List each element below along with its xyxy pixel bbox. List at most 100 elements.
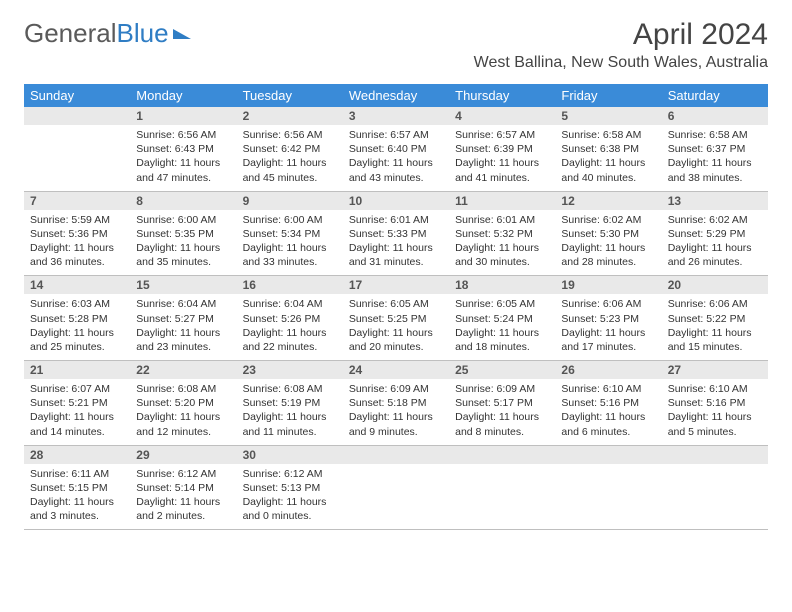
day-info: Sunrise: 6:58 AMSunset: 6:37 PMDaylight:… (662, 125, 768, 191)
day-info: Sunrise: 6:01 AMSunset: 5:33 PMDaylight:… (343, 210, 449, 276)
day-dl2: and 25 minutes. (30, 340, 124, 354)
day-ss: Sunset: 5:24 PM (455, 312, 549, 326)
day-number: 12 (555, 192, 661, 210)
weekday-header: Thursday (449, 84, 555, 107)
calendar-cell: 13Sunrise: 6:02 AMSunset: 5:29 PMDayligh… (662, 191, 768, 276)
day-dl2: and 33 minutes. (243, 255, 337, 269)
day-dl1: Daylight: 11 hours (668, 410, 762, 424)
day-dl2: and 28 minutes. (561, 255, 655, 269)
day-dl2: and 9 minutes. (349, 425, 443, 439)
day-sr: Sunrise: 6:09 AM (349, 382, 443, 396)
day-dl2: and 31 minutes. (349, 255, 443, 269)
day-ss: Sunset: 5:23 PM (561, 312, 655, 326)
day-dl1: Daylight: 11 hours (30, 326, 124, 340)
day-number: 23 (237, 361, 343, 379)
day-sr: Sunrise: 6:07 AM (30, 382, 124, 396)
day-number: 1 (130, 107, 236, 125)
day-number: 10 (343, 192, 449, 210)
calendar-cell: 27Sunrise: 6:10 AMSunset: 5:16 PMDayligh… (662, 361, 768, 446)
day-info: Sunrise: 6:00 AMSunset: 5:35 PMDaylight:… (130, 210, 236, 276)
day-info: Sunrise: 6:04 AMSunset: 5:27 PMDaylight:… (130, 294, 236, 360)
calendar-cell: 30Sunrise: 6:12 AMSunset: 5:13 PMDayligh… (237, 445, 343, 530)
day-ss: Sunset: 5:30 PM (561, 227, 655, 241)
day-dl2: and 8 minutes. (455, 425, 549, 439)
calendar-cell: 20Sunrise: 6:06 AMSunset: 5:22 PMDayligh… (662, 276, 768, 361)
day-sr: Sunrise: 6:56 AM (243, 128, 337, 142)
day-number: 4 (449, 107, 555, 125)
day-sr: Sunrise: 6:03 AM (30, 297, 124, 311)
day-dl2: and 23 minutes. (136, 340, 230, 354)
day-sr: Sunrise: 6:58 AM (561, 128, 655, 142)
day-dl2: and 38 minutes. (668, 171, 762, 185)
day-number: 16 (237, 276, 343, 294)
day-dl1: Daylight: 11 hours (668, 156, 762, 170)
day-dl1: Daylight: 11 hours (349, 410, 443, 424)
day-dl1: Daylight: 11 hours (561, 326, 655, 340)
day-sr: Sunrise: 5:59 AM (30, 213, 124, 227)
day-dl1: Daylight: 11 hours (243, 156, 337, 170)
day-info: Sunrise: 6:08 AMSunset: 5:19 PMDaylight:… (237, 379, 343, 445)
day-info: Sunrise: 6:09 AMSunset: 5:17 PMDaylight:… (449, 379, 555, 445)
day-number: 20 (662, 276, 768, 294)
day-number: 28 (24, 446, 130, 464)
day-dl2: and 40 minutes. (561, 171, 655, 185)
day-dl2: and 41 minutes. (455, 171, 549, 185)
calendar-cell: 12Sunrise: 6:02 AMSunset: 5:30 PMDayligh… (555, 191, 661, 276)
day-ss: Sunset: 5:13 PM (243, 481, 337, 495)
day-sr: Sunrise: 6:04 AM (136, 297, 230, 311)
day-sr: Sunrise: 6:57 AM (455, 128, 549, 142)
day-number: 14 (24, 276, 130, 294)
day-ss: Sunset: 5:32 PM (455, 227, 549, 241)
day-dl1: Daylight: 11 hours (561, 156, 655, 170)
day-number: 9 (237, 192, 343, 210)
weekday-header: Sunday (24, 84, 130, 107)
header: GeneralBlue April 2024 West Ballina, New… (24, 18, 768, 72)
logo-text-1: General (24, 18, 117, 49)
day-info-empty (555, 464, 661, 514)
day-info: Sunrise: 6:02 AMSunset: 5:30 PMDaylight:… (555, 210, 661, 276)
calendar-row: 14Sunrise: 6:03 AMSunset: 5:28 PMDayligh… (24, 276, 768, 361)
calendar-cell: 28Sunrise: 6:11 AMSunset: 5:15 PMDayligh… (24, 445, 130, 530)
day-sr: Sunrise: 6:11 AM (30, 467, 124, 481)
day-info: Sunrise: 6:57 AMSunset: 6:40 PMDaylight:… (343, 125, 449, 191)
day-number: 11 (449, 192, 555, 210)
day-info-empty (449, 464, 555, 514)
day-info: Sunrise: 6:57 AMSunset: 6:39 PMDaylight:… (449, 125, 555, 191)
day-number: 26 (555, 361, 661, 379)
day-info-empty (24, 125, 130, 175)
day-dl1: Daylight: 11 hours (561, 410, 655, 424)
weekday-header-row: Sunday Monday Tuesday Wednesday Thursday… (24, 84, 768, 107)
day-number-empty (24, 107, 130, 125)
day-ss: Sunset: 5:35 PM (136, 227, 230, 241)
day-number: 24 (343, 361, 449, 379)
day-sr: Sunrise: 6:01 AM (455, 213, 549, 227)
triangle-icon (173, 29, 191, 39)
day-dl2: and 17 minutes. (561, 340, 655, 354)
day-info: Sunrise: 6:56 AMSunset: 6:43 PMDaylight:… (130, 125, 236, 191)
day-sr: Sunrise: 6:05 AM (455, 297, 549, 311)
calendar-cell: 29Sunrise: 6:12 AMSunset: 5:14 PMDayligh… (130, 445, 236, 530)
day-dl1: Daylight: 11 hours (136, 495, 230, 509)
calendar-cell: 16Sunrise: 6:04 AMSunset: 5:26 PMDayligh… (237, 276, 343, 361)
day-dl1: Daylight: 11 hours (136, 326, 230, 340)
day-dl2: and 0 minutes. (243, 509, 337, 523)
day-info: Sunrise: 6:58 AMSunset: 6:38 PMDaylight:… (555, 125, 661, 191)
day-dl2: and 6 minutes. (561, 425, 655, 439)
calendar-row: 28Sunrise: 6:11 AMSunset: 5:15 PMDayligh… (24, 445, 768, 530)
day-ss: Sunset: 5:20 PM (136, 396, 230, 410)
day-number: 19 (555, 276, 661, 294)
day-ss: Sunset: 5:25 PM (349, 312, 443, 326)
day-number: 7 (24, 192, 130, 210)
day-number: 13 (662, 192, 768, 210)
weekday-header: Friday (555, 84, 661, 107)
calendar-cell: 25Sunrise: 6:09 AMSunset: 5:17 PMDayligh… (449, 361, 555, 446)
day-dl2: and 3 minutes. (30, 509, 124, 523)
title-block: April 2024 West Ballina, New South Wales… (474, 18, 768, 72)
day-sr: Sunrise: 6:58 AM (668, 128, 762, 142)
day-dl1: Daylight: 11 hours (30, 241, 124, 255)
day-ss: Sunset: 5:33 PM (349, 227, 443, 241)
day-sr: Sunrise: 6:00 AM (136, 213, 230, 227)
day-sr: Sunrise: 6:06 AM (668, 297, 762, 311)
calendar-cell: 18Sunrise: 6:05 AMSunset: 5:24 PMDayligh… (449, 276, 555, 361)
calendar-cell (555, 445, 661, 530)
